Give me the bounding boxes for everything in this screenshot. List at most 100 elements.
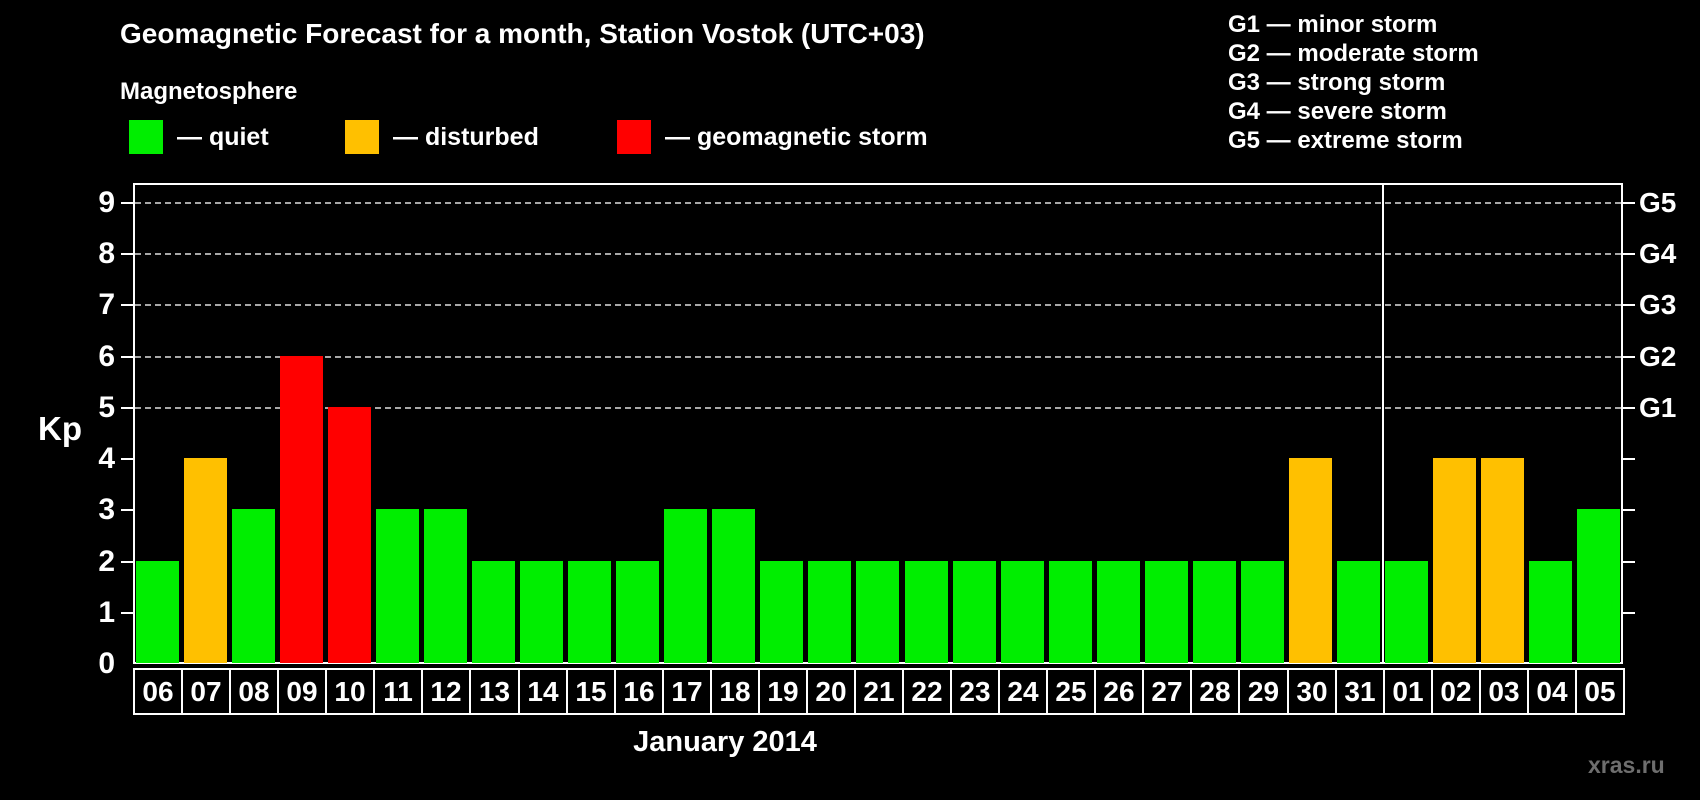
day-label-cell: 24 — [998, 668, 1048, 715]
bar-day-25 — [1049, 561, 1092, 663]
bar-day-01 — [1385, 561, 1428, 663]
month-separator-line — [1382, 183, 1384, 664]
g-scale-label-g4: G4 — [1639, 238, 1677, 269]
day-label-cell: 23 — [950, 668, 1000, 715]
day-label-cell: 22 — [902, 668, 952, 715]
y-axis-tick-right — [1623, 509, 1635, 511]
y-axis-tick-right — [1623, 407, 1635, 409]
gridline-kp9 — [135, 202, 1621, 204]
y-axis-tick-right — [1623, 202, 1635, 204]
bar-day-26 — [1097, 561, 1140, 663]
gridline-kp5 — [135, 407, 1621, 409]
y-axis-tick-label: 4 — [98, 442, 115, 475]
y-axis-tick-left — [121, 458, 133, 460]
y-axis-tick-label: 8 — [98, 237, 115, 270]
y-axis-tick-label: 2 — [98, 545, 115, 578]
legend-item-storm: — geomagnetic storm — [617, 119, 928, 155]
gridline-kp8 — [135, 253, 1621, 255]
y-axis-tick-right — [1623, 253, 1635, 255]
y-axis-tick-right — [1623, 458, 1635, 460]
y-axis-tick-left — [121, 253, 133, 255]
y-axis-tick-label: 1 — [98, 596, 115, 629]
g-scale-legend-line: G1 — minor storm — [1228, 11, 1438, 38]
bar-day-11 — [376, 509, 419, 663]
storm-swatch — [617, 120, 651, 154]
y-axis-tick-left — [121, 202, 133, 204]
day-label-cell: 29 — [1238, 668, 1289, 715]
y-axis-tick-left — [121, 561, 133, 563]
g-scale-legend-line: G5 — extreme storm — [1228, 127, 1463, 154]
bar-day-22 — [905, 561, 948, 663]
magnetosphere-legend-heading: Magnetosphere — [120, 78, 298, 105]
watermark: xras.ru — [1588, 752, 1665, 778]
magnetosphere-legend: — quiet — disturbed — geomagnetic storm — [0, 119, 1100, 157]
bar-day-27 — [1145, 561, 1188, 663]
day-label-cell: 28 — [1190, 668, 1240, 715]
day-label-cell: 27 — [1142, 668, 1192, 715]
day-label-cell: 01 — [1383, 668, 1433, 715]
y-axis-tick-right — [1623, 356, 1635, 358]
day-label-cell: 25 — [1046, 668, 1096, 715]
day-label-cell: 03 — [1479, 668, 1529, 715]
day-label-cell: 17 — [662, 668, 712, 715]
legend-item-disturbed: — disturbed — [345, 119, 539, 155]
gridline-kp7 — [135, 304, 1621, 306]
quiet-swatch — [129, 120, 163, 154]
disturbed-swatch — [345, 120, 379, 154]
y-axis-tick-left — [121, 612, 133, 614]
day-label-cell: 10 — [325, 668, 375, 715]
day-label-cell: 15 — [566, 668, 616, 715]
y-axis-tick-label: 9 — [98, 186, 115, 219]
day-label-cell: 18 — [710, 668, 760, 715]
day-label-cell: 09 — [277, 668, 327, 715]
bar-day-16 — [616, 561, 659, 663]
g-scale-label-g2: G2 — [1639, 341, 1677, 372]
y-axis-tick-left — [121, 304, 133, 306]
day-label-cell: 06 — [133, 668, 183, 715]
day-label-cell: 02 — [1431, 668, 1481, 715]
bar-day-17 — [664, 509, 707, 663]
bar-day-02 — [1433, 458, 1476, 663]
bar-day-10 — [328, 407, 371, 663]
bar-day-28 — [1193, 561, 1236, 663]
day-label-cell: 12 — [421, 668, 471, 715]
g-scale-legend-line: G2 — moderate storm — [1228, 40, 1479, 67]
g-scale-label-g5: G5 — [1639, 187, 1677, 218]
bar-day-31 — [1337, 561, 1380, 663]
bar-day-13 — [472, 561, 515, 663]
day-label-cell: 21 — [854, 668, 904, 715]
legend-item-label: — quiet — [177, 122, 269, 151]
bar-day-04 — [1529, 561, 1572, 663]
day-label-cell: 31 — [1335, 668, 1385, 715]
y-axis-tick-label: 5 — [98, 391, 115, 424]
g-scale-label-g3: G3 — [1639, 289, 1677, 320]
bar-day-29 — [1241, 561, 1284, 663]
bar-day-06 — [136, 561, 179, 663]
y-axis-tick-right — [1623, 561, 1635, 563]
y-axis-tick-label: 7 — [98, 288, 115, 321]
bar-day-23 — [953, 561, 996, 663]
plot-frame — [133, 183, 1623, 664]
day-label-cell: 16 — [614, 668, 664, 715]
bar-day-21 — [856, 561, 899, 663]
y-axis-tick-left — [121, 356, 133, 358]
day-label-cell: 11 — [373, 668, 423, 715]
y-axis-tick-left — [121, 509, 133, 511]
y-axis-tick-label: 3 — [98, 493, 115, 526]
bar-day-30 — [1289, 458, 1332, 663]
bar-day-18 — [712, 509, 755, 663]
day-label-cell: 26 — [1094, 668, 1144, 715]
day-label-cell: 14 — [518, 668, 568, 715]
y-axis-tick-right — [1623, 612, 1635, 614]
legend-item-label: — disturbed — [393, 122, 539, 151]
g-scale-legend: G1 — minor storm G2 — moderate storm G3 — … — [1228, 10, 1479, 155]
bar-day-08 — [232, 509, 275, 663]
day-label-cell: 07 — [181, 668, 231, 715]
g-scale-legend-line: G4 — severe storm — [1228, 98, 1447, 125]
g-scale-legend-line: G3 — strong storm — [1228, 69, 1446, 96]
y-axis-tick-right — [1623, 304, 1635, 306]
day-label-cell: 08 — [229, 668, 279, 715]
bar-day-07 — [184, 458, 227, 663]
x-axis-title: January 2014 — [633, 726, 817, 758]
